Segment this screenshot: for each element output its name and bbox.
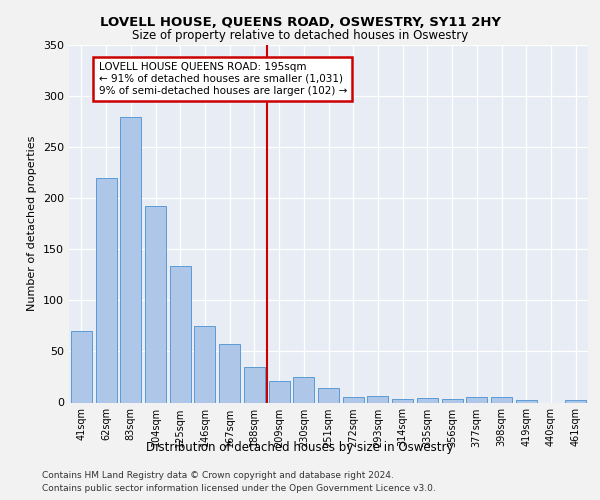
Bar [120,116,141,403]
Bar [71,331,92,402]
Bar [417,398,438,402]
Bar [293,377,314,402]
Bar [219,344,240,403]
Bar [343,398,364,402]
Text: LOVELL HOUSE, QUEENS ROAD, OSWESTRY, SY11 2HY: LOVELL HOUSE, QUEENS ROAD, OSWESTRY, SY1… [100,16,500,29]
Text: Contains public sector information licensed under the Open Government Licence v3: Contains public sector information licen… [42,484,436,493]
Bar [565,400,586,402]
Text: Distribution of detached houses by size in Oswestry: Distribution of detached houses by size … [146,441,454,454]
Bar [269,381,290,402]
Text: Size of property relative to detached houses in Oswestry: Size of property relative to detached ho… [132,29,468,42]
Bar [194,326,215,402]
Bar [516,400,537,402]
Bar [145,206,166,402]
Bar [466,398,487,402]
Y-axis label: Number of detached properties: Number of detached properties [28,136,37,312]
Bar [95,178,116,402]
Text: LOVELL HOUSE QUEENS ROAD: 195sqm
← 91% of detached houses are smaller (1,031)
9%: LOVELL HOUSE QUEENS ROAD: 195sqm ← 91% o… [98,62,347,96]
Bar [442,400,463,402]
Bar [318,388,339,402]
Bar [367,396,388,402]
Text: Contains HM Land Registry data © Crown copyright and database right 2024.: Contains HM Land Registry data © Crown c… [42,471,394,480]
Bar [170,266,191,402]
Bar [392,400,413,402]
Bar [244,367,265,402]
Bar [491,398,512,402]
